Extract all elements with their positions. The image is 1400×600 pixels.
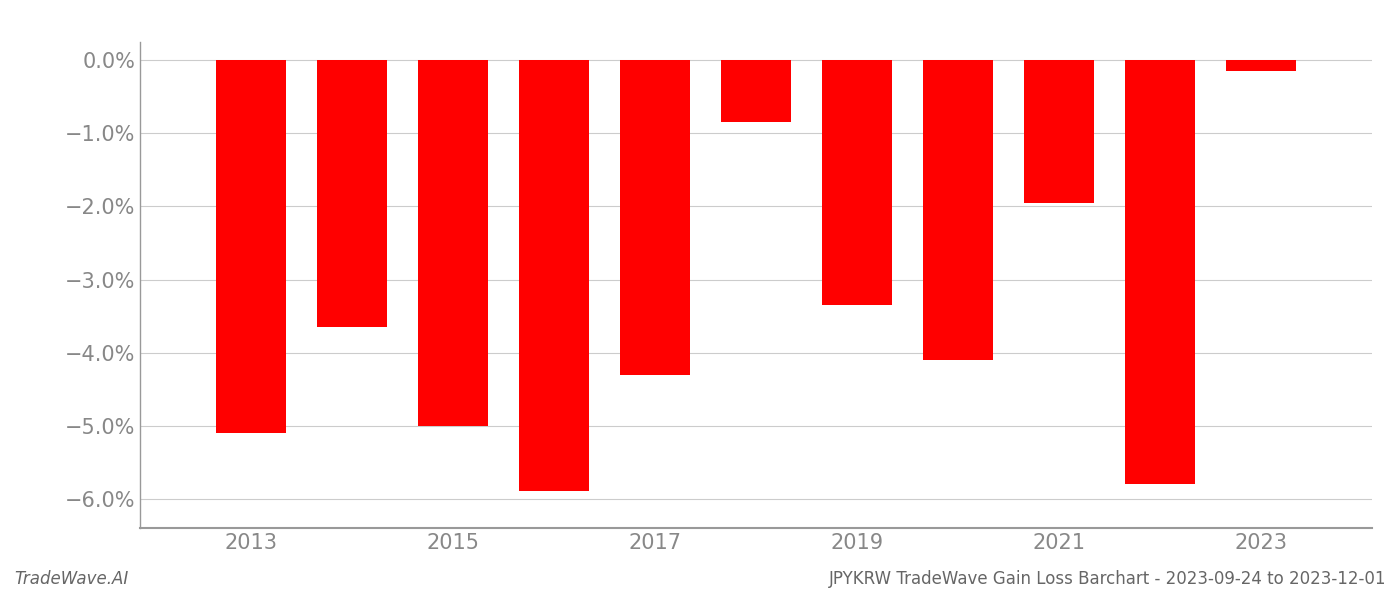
Bar	[316, 60, 388, 327]
Bar	[822, 60, 892, 305]
Bar	[721, 60, 791, 122]
Bar	[1023, 60, 1095, 203]
Bar	[216, 60, 287, 433]
Bar	[518, 60, 589, 491]
Text: JPYKRW TradeWave Gain Loss Barchart - 2023-09-24 to 2023-12-01: JPYKRW TradeWave Gain Loss Barchart - 20…	[829, 570, 1386, 588]
Bar	[417, 60, 489, 425]
Bar	[1124, 60, 1196, 484]
Bar	[1225, 60, 1296, 71]
Bar	[620, 60, 690, 374]
Text: TradeWave.AI: TradeWave.AI	[14, 570, 129, 588]
Bar	[923, 60, 994, 360]
